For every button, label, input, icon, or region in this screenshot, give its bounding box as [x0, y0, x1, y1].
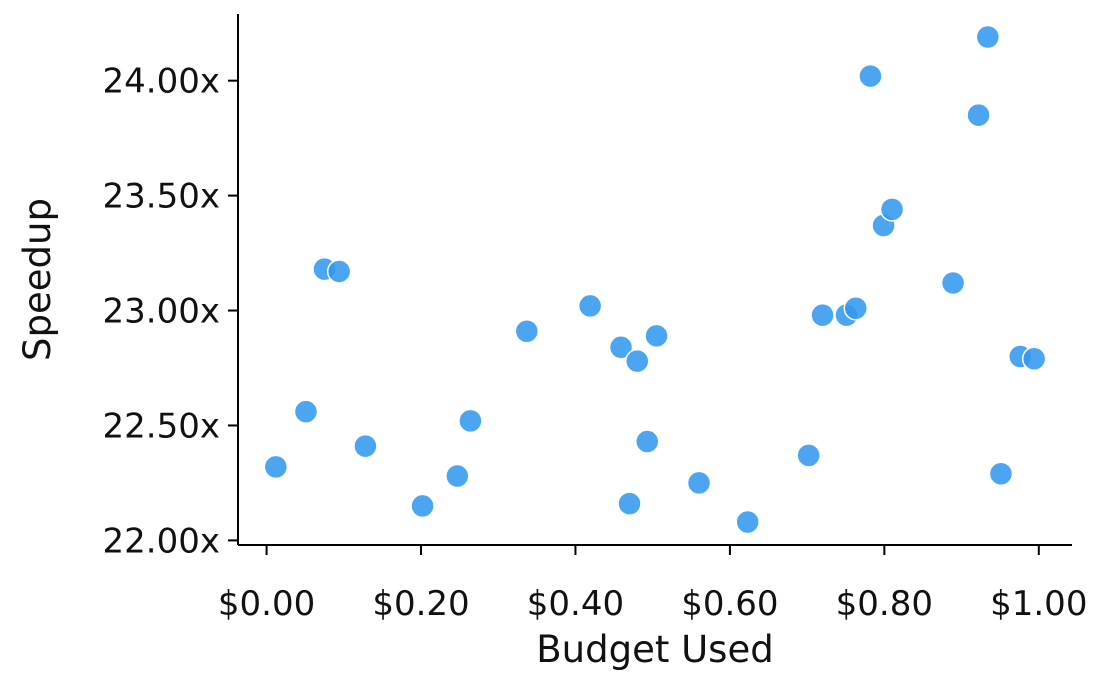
axes: $0.00 $0.20 $0.40 $0.60 $0.80 $1.00 22.00x 22.5… — [103, 14, 1087, 624]
x-axis-title: Budget Used — [536, 628, 773, 671]
scatter-point — [353, 433, 378, 459]
y-tick-label: 23.00x — [103, 292, 220, 332]
y-tick-label: 24.00x — [103, 62, 220, 102]
x-tick-label: $0.40 — [527, 584, 624, 624]
scatter-point — [410, 493, 435, 519]
x-tick-label: $0.80 — [836, 584, 933, 624]
scatter-point — [735, 509, 760, 535]
scatter-point — [1021, 346, 1047, 372]
scatter-point — [445, 463, 470, 489]
scatter-point — [686, 470, 712, 496]
scatter-point — [966, 102, 991, 128]
scatter-point — [326, 259, 352, 284]
scatter-point — [879, 197, 905, 222]
scatter-point — [624, 348, 650, 374]
x-tick-label: $0.20 — [372, 584, 469, 624]
y-tick-label: 22.00x — [103, 521, 220, 561]
scatter-point — [988, 461, 1014, 486]
data-points — [263, 24, 1047, 535]
scatter-point — [617, 491, 642, 516]
scatter-point — [263, 454, 289, 480]
scatter-point — [577, 293, 603, 319]
scatter-point — [635, 429, 660, 454]
scatter-point — [975, 24, 1001, 50]
scatter-point — [608, 335, 634, 360]
scatter-point — [858, 63, 883, 89]
x-tick-label: $0.60 — [681, 584, 778, 624]
scatter-point — [293, 399, 319, 424]
scatter-point — [940, 270, 966, 296]
scatter-point — [514, 318, 540, 344]
x-tick-label: $1.00 — [990, 584, 1087, 624]
scatter-point — [644, 323, 669, 349]
x-tick-label: $0.00 — [218, 584, 315, 624]
y-tick-label: 23.50x — [103, 177, 220, 217]
axis-titles: Budget Used Speedup — [16, 198, 774, 671]
scatter-point — [843, 295, 869, 321]
y-axis-title: Speedup — [16, 198, 59, 361]
scatter-point — [810, 302, 835, 328]
scatter-point — [796, 443, 821, 468]
scatter-point — [458, 408, 483, 434]
y-tick-label: 22.50x — [103, 406, 220, 446]
